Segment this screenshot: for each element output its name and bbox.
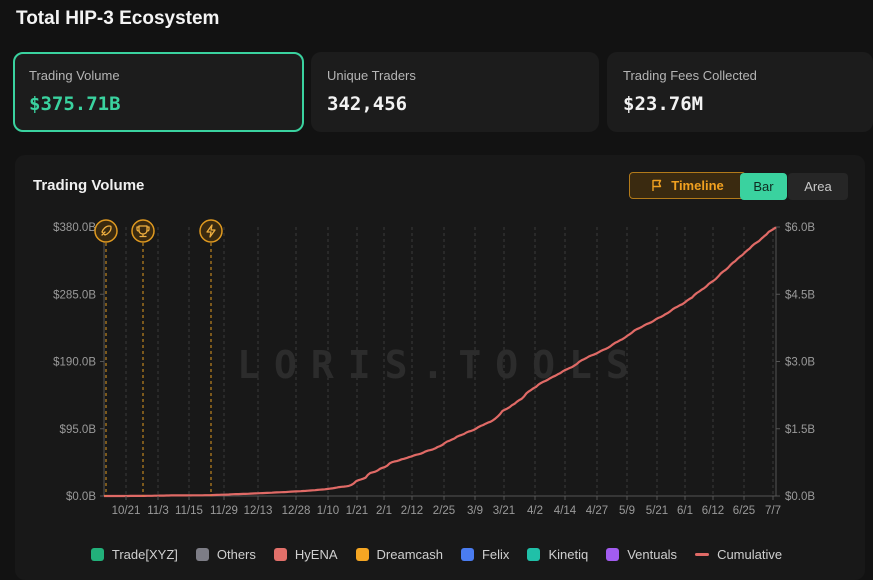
y-tick-label-left: $285.0B (53, 289, 96, 301)
y-tick-label-right: $3.0B (785, 357, 815, 369)
x-tick-label: 7/7 (765, 505, 781, 517)
watermark: LORIS.TOOLS (237, 343, 643, 387)
lightning-icon[interactable] (199, 219, 223, 243)
stat-card-unique-traders[interactable]: Unique Traders 342,456 (311, 52, 599, 132)
stat-label: Unique Traders (327, 68, 416, 83)
legend-swatch (273, 548, 287, 561)
x-tick-label: 11/15 (175, 505, 203, 517)
legend-label: Cumulative (717, 547, 783, 562)
x-tick-label: 2/1 (376, 505, 392, 517)
flag-icon (652, 179, 662, 191)
x-tick-label: 3/9 (467, 505, 483, 517)
x-tick-label: 6/12 (702, 505, 724, 517)
legend-swatch (195, 548, 209, 561)
event-marker-glyph (101, 225, 112, 236)
stat-card-trading-volume[interactable]: Trading Volume $375.71B (13, 52, 304, 132)
legend-item-hyena[interactable]: HyENA (273, 547, 338, 562)
stat-value: $23.76M (623, 93, 704, 115)
chart-title: Trading Volume (33, 177, 145, 194)
y-tick-label-left: $95.0B (60, 424, 97, 436)
legend-item-trade-xyz[interactable]: Trade[XYZ] (90, 547, 178, 562)
legend-swatch (355, 548, 369, 561)
legend-label: Kinetiq (548, 547, 589, 562)
y-tick-label-right: $1.5B (785, 424, 815, 436)
legend-swatch (695, 553, 710, 556)
x-tick-label: 4/27 (586, 505, 608, 517)
legend-swatch (460, 548, 474, 561)
event-marker-glyph (206, 224, 216, 238)
legend-swatch (527, 548, 541, 561)
legend-label: HyENA (294, 547, 338, 562)
x-tick-label: 1/10 (317, 505, 339, 517)
legend-label: Others (216, 547, 256, 562)
legend-swatch (90, 548, 104, 561)
x-tick-label: 3/21 (493, 505, 515, 517)
x-tick-label: 4/14 (554, 505, 577, 517)
legend-item-others[interactable]: Others (195, 547, 256, 562)
cumulative-line (104, 226, 777, 498)
area-toggle-button[interactable]: Area (788, 173, 848, 200)
x-tick-label: 2/25 (433, 505, 455, 517)
page-title: Total HIP-3 Ecosystem (16, 8, 220, 29)
legend-item-dreamcash[interactable]: Dreamcash (355, 547, 443, 562)
legend-item-kinetiq[interactable]: Kinetiq (527, 547, 588, 562)
y-tick-label-left: $190.0B (53, 357, 96, 369)
x-tick-label: 1/21 (346, 505, 368, 517)
legend-label: Ventuals (627, 547, 678, 562)
x-tick-label: 12/28 (282, 505, 311, 517)
x-tick-label: 12/13 (244, 505, 273, 517)
x-tick-label: 2/12 (401, 505, 423, 517)
event-marker-circle (131, 219, 155, 243)
stat-label: Trading Fees Collected (623, 68, 757, 83)
legend-item-ventuals[interactable]: Ventuals (606, 547, 677, 562)
stat-card-trading-fees[interactable]: Trading Fees Collected $23.76M (607, 52, 873, 132)
x-tick-label: 11/29 (210, 505, 238, 517)
event-marker-glyph (136, 225, 150, 238)
bar-toggle-button[interactable]: Bar (740, 173, 787, 200)
timeline-button[interactable]: Timeline (629, 172, 746, 199)
legend-item-cumulative[interactable]: Cumulative (695, 547, 782, 562)
trophy-icon[interactable] (131, 219, 155, 243)
legend-label: Felix (481, 547, 510, 562)
stat-label: Trading Volume (29, 68, 120, 83)
stat-value: 342,456 (327, 93, 408, 115)
legend-swatch (606, 548, 620, 561)
timeline-label: Timeline (671, 178, 724, 193)
legend-label: Trade[XYZ] (111, 547, 178, 562)
legend-item-felix[interactable]: Felix (460, 547, 510, 562)
y-tick-label-left: $0.0B (66, 491, 96, 503)
x-tick-label: 11/3 (147, 505, 169, 517)
event-marker-circle (199, 219, 223, 243)
legend-label: Dreamcash (376, 547, 443, 562)
stat-value: $375.71B (29, 93, 121, 115)
y-tick-label-right: $4.5B (785, 289, 815, 301)
event-marker-circle (94, 219, 118, 243)
y-tick-label-right: $0.0B (785, 491, 815, 503)
x-tick-label: 6/1 (677, 505, 693, 517)
x-tick-label: 5/21 (646, 505, 668, 517)
x-tick-label: 4/2 (527, 505, 543, 517)
chart-panel: Trading Volume Timeline Bar Area (15, 155, 865, 580)
x-tick-label: 10/21 (112, 505, 141, 517)
y-tick-label-left: $380.0B (53, 222, 96, 234)
y-tick-label-right: $6.0B (785, 222, 815, 234)
x-tick-label: 6/25 (733, 505, 755, 517)
x-tick-label: 5/9 (619, 505, 635, 517)
rocket-icon[interactable] (94, 219, 118, 243)
chart-legend: Trade[XYZ] Others HyENA Dreamcash Felix … (0, 547, 873, 562)
